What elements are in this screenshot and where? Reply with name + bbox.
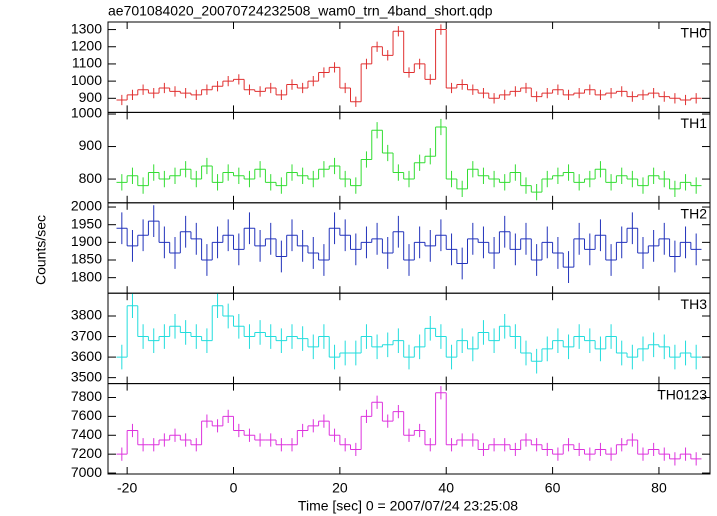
panel-frame xyxy=(107,111,711,204)
x-tick-label: 0 xyxy=(230,480,238,496)
series-label: TH2 xyxy=(681,206,708,222)
y-tick-label: 3800 xyxy=(71,307,102,323)
y-tick-label: 1800 xyxy=(71,268,102,284)
y-tick-label: 1950 xyxy=(71,215,102,231)
y-tick-label: 7400 xyxy=(71,426,102,442)
y-tick-label: 7600 xyxy=(71,407,102,423)
series-label: TH3 xyxy=(681,296,708,312)
y-tick-label: 7200 xyxy=(71,445,102,461)
panel-frame xyxy=(107,21,711,113)
series-label: TH0 xyxy=(681,25,708,41)
y-tick-label: 1100 xyxy=(72,55,102,71)
y-tick-label: 1300 xyxy=(71,20,102,36)
x-tick-label: 40 xyxy=(438,480,454,496)
y-tick-label: 900 xyxy=(79,89,103,105)
x-tick-label: -20 xyxy=(117,480,137,496)
y-tick-label: 3600 xyxy=(71,348,102,364)
panel-frame xyxy=(107,383,711,475)
y-tick-label: 1000 xyxy=(71,72,102,88)
x-tick-label: 80 xyxy=(651,480,667,496)
y-tick-label: 3700 xyxy=(71,327,102,343)
y-tick-label: 900 xyxy=(79,137,103,153)
series-label: TH1 xyxy=(681,115,708,131)
plot-area xyxy=(116,118,702,201)
y-tick-label: 1850 xyxy=(71,251,102,267)
x-axis-label: Time [sec] 0 = 2007/07/24 23:25:08 xyxy=(298,498,518,514)
x-tick-label: 20 xyxy=(332,480,348,496)
y-tick-label: 800 xyxy=(79,170,103,186)
series-label: TH0123 xyxy=(657,386,707,402)
y-tick-label: 1200 xyxy=(71,37,102,53)
plot-area xyxy=(116,293,702,374)
plot-area xyxy=(116,386,702,466)
y-tick-label: 3500 xyxy=(71,368,102,384)
panel-frame xyxy=(107,292,711,385)
plot-area xyxy=(116,205,702,283)
y-tick-label: 1000 xyxy=(71,105,102,121)
y-axis-label: Counts/sec xyxy=(33,215,49,285)
y-tick-label: 2000 xyxy=(71,198,102,214)
x-tick-label: 60 xyxy=(545,480,561,496)
chart-title: ae701084020_20070724232508_wam0_trn_4ban… xyxy=(108,3,493,19)
plot-area xyxy=(116,24,702,107)
y-tick-label: 7000 xyxy=(71,464,102,480)
y-tick-label: 7800 xyxy=(71,388,102,404)
y-tick-label: 1900 xyxy=(71,233,102,249)
